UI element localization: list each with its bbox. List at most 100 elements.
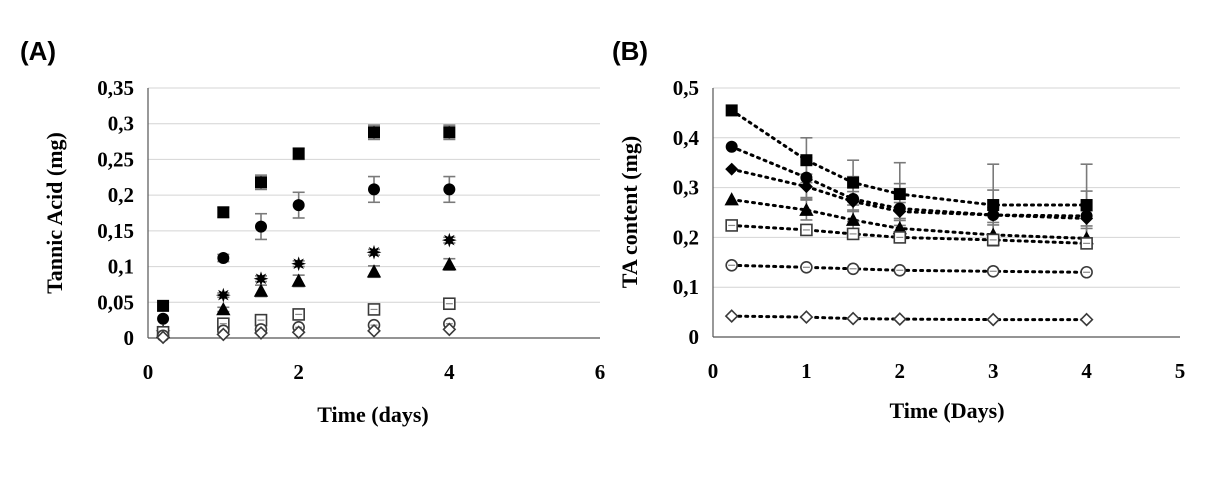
series-4-point [291,273,306,287]
panel-b-axes [712,88,1180,338]
y-tick-label: 0,3 [108,112,134,136]
series-2-point [443,183,456,196]
series-5-line [730,223,1089,245]
panel-a-x-tick-labels: 0 2 4 6 [143,360,606,384]
series-3-point [986,208,1000,222]
panel-b-markers [724,104,1094,327]
panel-a-label: (A) [20,36,56,66]
series-4-point [442,257,457,271]
series-1-point [893,188,906,201]
series-1-point [217,206,230,219]
series-4-point [724,192,739,206]
panel-b-y-axis-title: TA content (mg) [617,136,642,288]
panel-b-x-tick-labels: 0 1 2 3 4 5 [708,359,1186,383]
x-tick-label: 5 [1175,359,1186,383]
series-3-point [846,195,860,209]
series-1-point [725,104,738,117]
series-7-point [724,309,739,323]
series-3-point [215,287,231,303]
x-tick-label: 4 [1081,359,1092,383]
x-tick-label: 3 [988,359,999,383]
panel-a-gridlines [148,87,600,303]
series-2-point [725,140,738,153]
y-tick-label: 0,3 [673,176,699,200]
y-tick-label: 0,4 [673,126,700,150]
x-tick-label: 0 [143,360,154,384]
series-7-point [892,312,907,326]
x-tick-label: 4 [444,360,455,384]
series-1-point [847,176,860,189]
panel-a: (A) 0 0,05 0,1 0,15 0,2 0,25 0,3 0,35 0 2 4 6 Time… [20,36,605,427]
series-4-line [730,198,1089,240]
series-7-point [986,312,1001,327]
series-1-point [157,299,170,312]
y-tick-label: 0,05 [97,290,134,314]
panel-b-label: (B) [612,36,648,66]
series-7-point [1079,312,1094,327]
panel-b-trend-lines [730,108,1089,322]
series-1-point [800,154,813,167]
series-4-point [366,264,382,278]
series-3-point [253,271,269,287]
series-1-point [1080,199,1093,212]
series-3-point [366,244,382,260]
series-3-point [441,232,457,248]
series-1-point [368,126,380,139]
series-2-point [255,220,267,233]
x-tick-label: 2 [895,359,906,383]
y-tick-label: 0,25 [97,147,134,171]
series-3-point [291,256,307,272]
y-tick-label: 0,5 [673,76,699,100]
series-7-point [799,310,814,324]
y-tick-label: 0,2 [108,183,134,207]
panel-a-y-tick-labels: 0 0,05 0,1 0,15 0,2 0,25 0,3 0,35 [97,76,134,350]
series-7-point [367,323,381,338]
series-7-point [442,322,457,337]
series-4-point [845,212,861,226]
series-3-point [893,205,907,218]
panel-b-x-axis-title: Time (Days) [889,398,1004,423]
x-tick-label: 0 [708,359,719,383]
series-1-line [730,108,1089,207]
y-tick-label: 0,2 [673,225,699,249]
series-7-point [216,327,231,342]
series-7-point [156,330,170,345]
series-4-point [216,302,231,316]
series-7-point [291,325,306,340]
panel-b-y-tick-labels: 0 0,1 0,2 0,3 0,4 0,5 [673,76,700,349]
series-2-point [157,312,170,325]
series-3-point [1080,211,1094,225]
y-tick-label: 0 [124,326,135,350]
series-7-line [730,314,1089,322]
series-3-point [725,162,739,176]
series-7-point [254,326,268,340]
panel-a-error-bars [217,124,456,327]
panel-b-gridlines [713,87,1180,288]
x-tick-label: 6 [595,360,606,384]
series-2-point [368,183,380,196]
series-1-point [443,126,456,139]
y-tick-label: 0,15 [97,219,134,243]
panel-a-markers [155,126,457,345]
series-6-line [730,263,1089,274]
series-4-point [799,202,814,216]
series-2-point [217,252,230,264]
panel-a-y-axis-title: Tannic Acid (mg) [42,132,67,294]
y-tick-label: 0,35 [97,76,134,100]
panel-a-x-axis-title: Time (days) [317,402,428,427]
series-4-point [253,283,269,297]
x-tick-label: 1 [801,359,812,383]
x-tick-label: 2 [293,360,304,384]
y-tick-label: 0,1 [108,255,134,279]
series-3-line [730,167,1089,220]
y-tick-label: 0 [689,325,700,349]
series-7-point [846,311,861,326]
series-3-point [799,180,813,194]
series-1-point [292,147,305,160]
y-tick-label: 0,1 [673,275,699,299]
series-1-point [255,176,267,189]
series-2-point [292,199,305,212]
